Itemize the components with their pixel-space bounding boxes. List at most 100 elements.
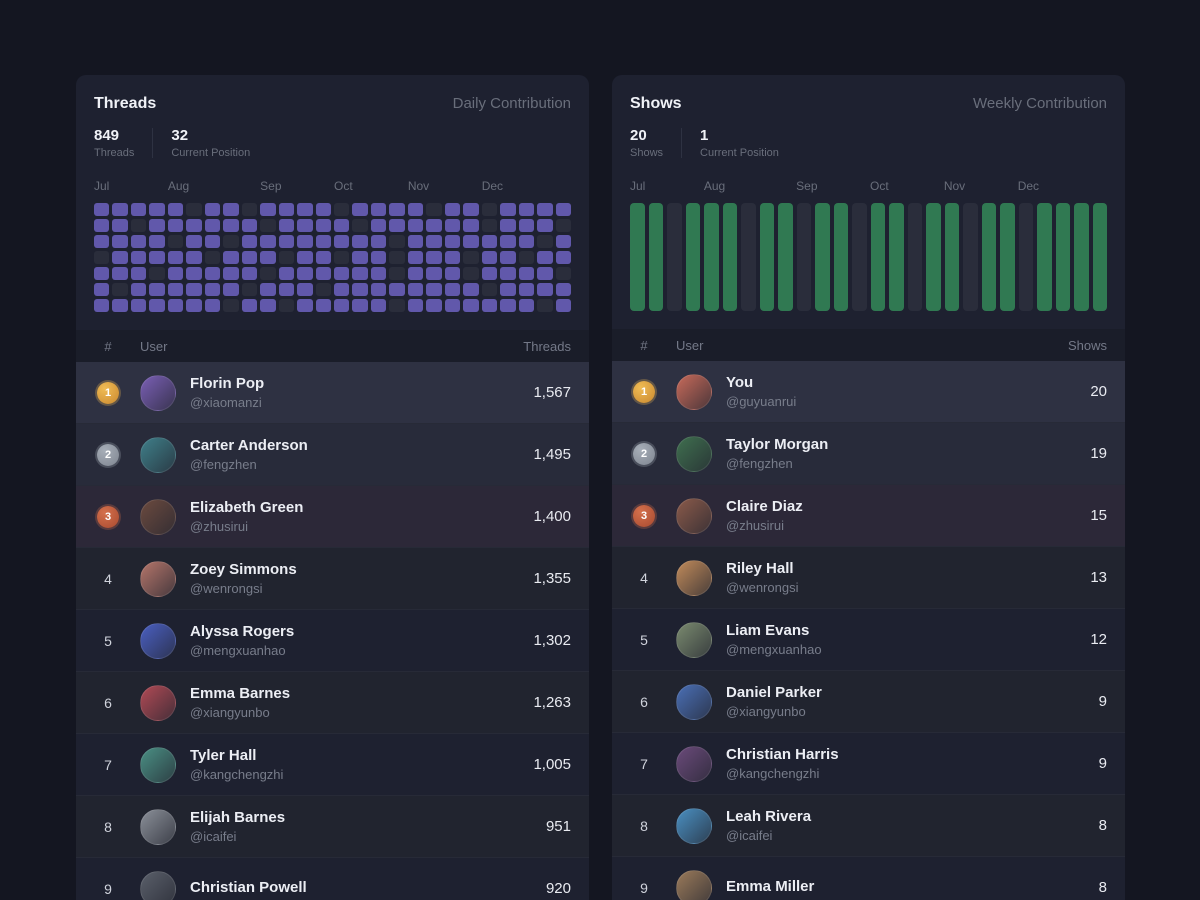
contribution-cell <box>241 219 258 232</box>
month-label: Oct <box>334 179 353 193</box>
contribution-cell <box>223 219 239 232</box>
panel-title: Shows <box>630 95 682 112</box>
contribution-grid <box>630 203 1107 311</box>
rank-number: 4 <box>640 569 648 586</box>
user-handle: @mengxuanhao <box>190 643 286 658</box>
contribution-cell <box>426 219 442 232</box>
contribution-cell <box>352 251 368 264</box>
contribution-cell <box>500 235 516 248</box>
leaderboard-row[interactable]: 3 Claire Diaz @zhusirui 15 <box>612 485 1125 547</box>
avatar <box>676 435 712 472</box>
table-header: # User Shows <box>612 329 1125 361</box>
month-label: Aug <box>167 179 190 193</box>
month-label: Aug <box>703 179 726 193</box>
contribution-cell <box>223 251 239 264</box>
contribution-cell <box>315 251 331 264</box>
value-column-header: Shows <box>1067 337 1107 353</box>
contribution-cell <box>463 251 479 264</box>
contribution-cell <box>333 251 350 264</box>
contribution-cell <box>537 299 553 312</box>
contribution-bar <box>722 203 737 311</box>
month-label: Oct <box>870 179 889 193</box>
rank-number: 6 <box>640 693 648 710</box>
avatar <box>140 560 176 597</box>
user-info: Zoey Simmons @wenrongsi <box>190 561 297 596</box>
leaderboard-row[interactable]: 2 Carter Anderson @fengzhen 1,495 <box>76 424 589 486</box>
stat-label: Current Position <box>171 147 251 159</box>
stat-current-position: 1 Current Position <box>700 127 779 159</box>
leaderboard-row[interactable]: 1 You @guyuanrui 20 <box>612 361 1125 423</box>
rank-cell: 3 <box>94 505 122 528</box>
contribution-cell <box>463 267 479 280</box>
leaderboard-row[interactable]: 4 Zoey Simmons @wenrongsi 1,355 <box>76 548 589 610</box>
contribution-cell <box>186 299 202 312</box>
user-name: Elijah Barnes <box>190 809 286 826</box>
contribution-cell <box>112 299 128 312</box>
leaderboard-row[interactable]: 6 Emma Barnes @xiangyunbo 1,263 <box>76 672 589 734</box>
avatar <box>676 497 712 534</box>
leaderboard-row[interactable]: 2 Taylor Morgan @fengzhen 19 <box>612 423 1125 485</box>
leaderboard-row[interactable]: 5 Alyssa Rogers @mengxuanhao 1,302 <box>76 610 589 672</box>
contribution-bar <box>685 203 700 311</box>
contribution-cell <box>297 203 313 216</box>
contribution-cell <box>260 267 276 280</box>
contribution-cell <box>241 283 258 296</box>
contribution-cell <box>370 299 387 312</box>
leaderboard-row[interactable]: 7 Christian Harris @kangchengzhi 9 <box>612 733 1125 795</box>
contribution-cell <box>407 235 424 248</box>
user-info: Florin Pop @xiaomanzi <box>190 375 264 410</box>
contribution-cell <box>223 203 239 216</box>
contribution-cell <box>94 267 110 280</box>
rank-cell: 1 <box>630 380 658 403</box>
contribution-cell <box>389 299 405 312</box>
rank-cell: 1 <box>94 381 122 404</box>
contribution-cell <box>389 251 405 264</box>
leaderboard-row[interactable]: 5 Liam Evans @mengxuanhao 12 <box>612 609 1125 671</box>
contribution-cell <box>463 283 479 296</box>
contribution-cell <box>555 267 571 280</box>
user-handle: @icaifei <box>190 829 237 844</box>
month-label: Jul <box>630 179 646 193</box>
leaderboard-row[interactable]: 8 Leah Rivera @icaifei 8 <box>612 795 1125 857</box>
leaderboard-row[interactable]: 9 Christian Powell 920 <box>76 858 589 900</box>
avatar <box>140 746 176 783</box>
stat-label: Current Position <box>700 147 779 159</box>
stat-value: 1 <box>700 127 709 144</box>
rank-column-header: # <box>640 337 648 353</box>
leaderboard-row[interactable]: 6 Daniel Parker @xiangyunbo 9 <box>612 671 1125 733</box>
leaderboard-row[interactable]: 7 Tyler Hall @kangchengzhi 1,005 <box>76 734 589 796</box>
user-handle: @xiangyunbo <box>190 705 270 720</box>
contribution-cell <box>94 251 110 264</box>
rank-cell: 2 <box>94 443 122 466</box>
contribution-cell <box>167 203 184 216</box>
contribution-cell <box>223 283 239 296</box>
leaderboard-row[interactable]: 8 Elijah Barnes @icaifei 951 <box>76 796 589 858</box>
contribution-cell <box>518 267 535 280</box>
user-handle: @guyuanrui <box>726 394 797 409</box>
leaderboard-row[interactable]: 1 Florin Pop @xiaomanzi 1,567 <box>76 362 589 424</box>
rank-medal-badge: 3 <box>633 504 655 527</box>
leaderboard-row[interactable]: 4 Riley Hall @wenrongsi 13 <box>612 547 1125 609</box>
rank-cell: 4 <box>630 570 658 586</box>
avatar <box>140 684 176 721</box>
contribution-cell <box>186 251 202 264</box>
avatar <box>676 559 712 596</box>
avatar <box>140 870 176 900</box>
contribution-cell <box>130 283 147 296</box>
contribution-cell <box>278 267 295 280</box>
user-info: You @guyuanrui <box>726 374 796 409</box>
contribution-cell <box>481 203 498 216</box>
row-value: 1,302 <box>533 632 571 649</box>
contribution-cell <box>149 267 165 280</box>
leaderboard-row[interactable]: 9 Emma Miller 8 <box>612 857 1125 900</box>
leaderboard-row[interactable]: 3 Elizabeth Green @zhusirui 1,400 <box>76 486 589 548</box>
contribution-cell <box>444 283 461 296</box>
avatar <box>140 622 176 659</box>
contribution-cell <box>241 267 258 280</box>
month-label: Dec <box>1017 179 1040 193</box>
contribution-cell <box>481 299 498 312</box>
user-name: Elizabeth Green <box>190 499 304 516</box>
contribution-cell <box>537 219 553 232</box>
rank-number: 8 <box>104 818 112 835</box>
panel-subtitle: Weekly Contribution <box>973 95 1107 112</box>
